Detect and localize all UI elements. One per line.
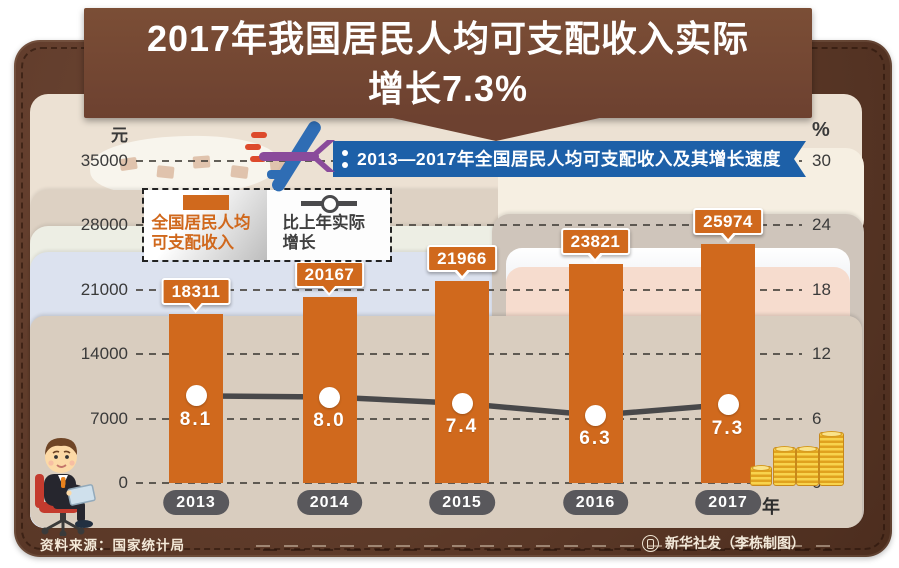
title-banner: 2017年我国居民人均可支配收入实际 增长7.3% [84, 8, 812, 118]
airplane-icon [245, 121, 335, 192]
left-axis-tick-label: 21000 [80, 279, 128, 299]
growth-line-marker [319, 386, 340, 408]
legend-bar-entry: 全国居民人均可支配收入 [144, 190, 267, 260]
year-axis-pill: 2014 [296, 490, 363, 515]
ribbon-dot-icon [342, 162, 348, 168]
right-axis-tick-label: 24 [812, 215, 831, 234]
right-axis-tick-label: 12 [812, 344, 831, 363]
coin-stacks-icon [750, 428, 844, 486]
growth-line-marker [717, 394, 739, 416]
chart-legend: 全国居民人均可支配收入 比上年实际增长 [142, 188, 392, 262]
income-bar [568, 263, 623, 483]
year-axis-pill: 2016 [562, 490, 629, 515]
bar-value-badge: 25974 [693, 207, 763, 235]
bar-value-badge: 20167 [294, 261, 365, 289]
agency-credit: 新华社发（李栋制图） [642, 533, 805, 553]
left-axis-tick-label: 14000 [80, 344, 128, 363]
coin-stack [796, 446, 819, 486]
businessman-cartoon-icon [35, 438, 96, 536]
right-axis-tick-label: 30 [812, 150, 831, 170]
left-axis-tick-label: 0 [118, 473, 128, 492]
growth-value-label: 7.4 [445, 416, 479, 438]
growth-value-label: 6.3 [579, 428, 612, 450]
credit-text: 新华社发（李栋制图） [665, 535, 805, 551]
subtitle-text: 2013—2017年全国居民人均可支配收入及其增长速度 [357, 149, 781, 169]
right-axis-tick-label: 18 [812, 279, 831, 299]
title-line-2: 增长7.3% [367, 68, 529, 109]
leather-stitching-light [256, 545, 832, 547]
growth-value-label: 8.0 [313, 410, 346, 431]
gridline [136, 224, 802, 226]
left-axis-tick-label: 7000 [90, 408, 128, 428]
legend-line-entry: 比上年实际增长 [267, 190, 390, 260]
left-axis-tick-label: 28000 [80, 215, 128, 234]
income-bar [701, 243, 755, 483]
leather-stitching-dark [263, 549, 832, 551]
bar-value-badge: 21966 [427, 244, 497, 272]
growth-value-label: 7.3 [711, 417, 745, 439]
gridline [136, 482, 802, 484]
left-axis-tick-label: 35000 [80, 150, 128, 170]
legend-bar-label: 全国居民人均可支配收入 [151, 214, 251, 252]
right-axis-tick-label: 6 [812, 408, 822, 428]
title-line-1: 2017年我国居民人均可支配收入实际 [146, 18, 750, 59]
bar-value-badge: 23821 [560, 227, 631, 255]
coin-stack [773, 446, 796, 486]
year-axis-pill: 2017 [695, 490, 761, 515]
coin-stack [750, 465, 772, 486]
growth-value-label: 8.1 [179, 408, 213, 430]
data-source-label: 资料来源：国家统计局 [40, 538, 185, 553]
legend-bar-swatch [182, 195, 229, 210]
coin-stack [819, 431, 844, 486]
xinhua-logo-icon [642, 534, 659, 552]
growth-line-marker [185, 385, 207, 407]
growth-line-marker [451, 392, 473, 414]
legend-line-label: 比上年实际增长 [282, 214, 366, 252]
year-axis-pill: 2015 [429, 490, 495, 515]
subtitle-ribbon: 2013—2017年全国居民人均可支配收入及其增长速度 [333, 141, 806, 177]
growth-line-marker [585, 404, 606, 426]
right-axis-unit-label: % [812, 119, 830, 141]
year-axis-pill: 2013 [163, 490, 229, 515]
ribbon-dot-icon [342, 150, 348, 156]
income-bar [435, 280, 489, 483]
bar-value-badge: 18311 [161, 278, 231, 306]
title-banner-notch [388, 117, 604, 141]
x-axis-year-suffix: 年 [762, 497, 780, 517]
left-axis-unit-label: 元 [111, 126, 128, 145]
legend-line-marker-icon [300, 195, 357, 213]
